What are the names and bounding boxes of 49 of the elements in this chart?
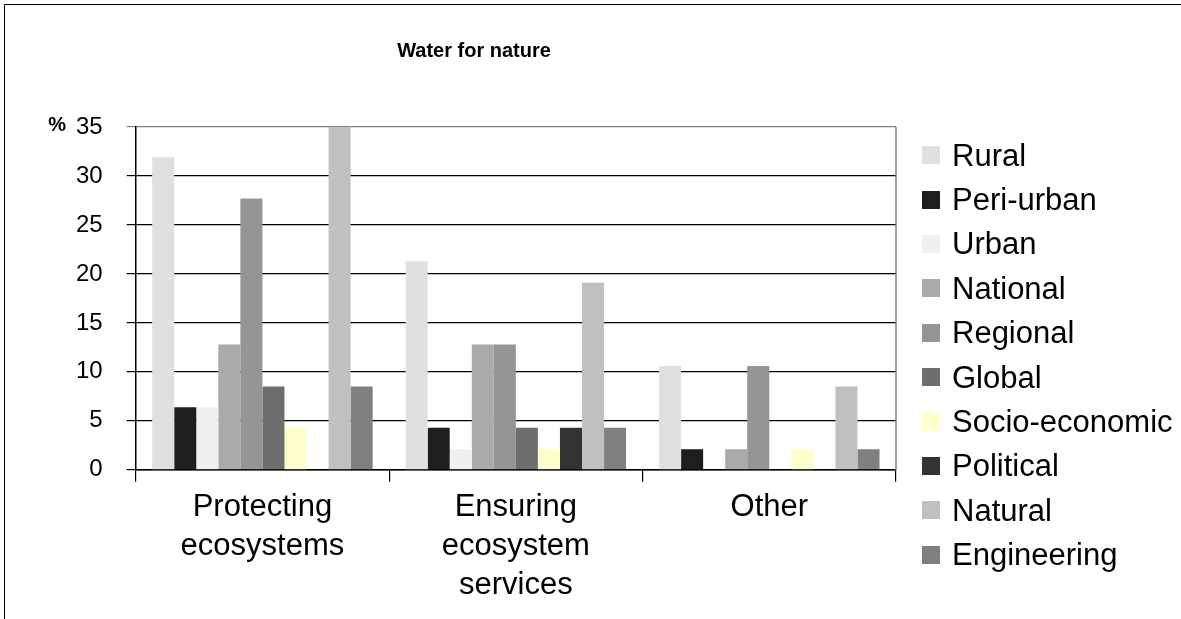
- bar: [405, 261, 428, 470]
- y-tick-label: 5: [89, 405, 103, 433]
- legend-label: Socio-economic: [952, 404, 1173, 440]
- bar: [835, 386, 858, 470]
- legend-label: Natural: [952, 492, 1052, 528]
- legend-label: Engineering: [952, 537, 1118, 573]
- y-tick-label: 20: [75, 258, 103, 286]
- legend-label: Urban: [952, 226, 1037, 262]
- bar: [604, 427, 627, 470]
- bar: [218, 344, 241, 470]
- bar: [174, 407, 197, 470]
- bar: [681, 449, 704, 470]
- bar: [262, 386, 285, 470]
- y-axis-title: %: [48, 112, 67, 135]
- bar: [284, 427, 307, 470]
- legend-label: Political: [952, 448, 1059, 484]
- bar: [515, 427, 538, 470]
- legend-label: Global: [952, 359, 1042, 395]
- bar: [240, 198, 263, 470]
- bar: [581, 282, 605, 470]
- bar: [449, 449, 472, 470]
- y-tick-label: 10: [75, 356, 103, 384]
- y-tick-label: 25: [75, 209, 103, 237]
- x-tick-label: Other: [730, 487, 809, 523]
- x-tick-label: Protecting ecosystems: [180, 487, 345, 562]
- bar: [747, 366, 770, 470]
- bar: [537, 449, 560, 470]
- y-tick-label: 35: [75, 111, 103, 139]
- bar: [659, 366, 682, 470]
- y-tick-label: 0: [89, 454, 103, 482]
- bar: [493, 344, 516, 470]
- legend-label: Peri-urban: [952, 182, 1097, 218]
- bar: [350, 386, 373, 470]
- bar: [725, 449, 748, 470]
- legend-label: National: [952, 270, 1066, 306]
- legend-label: Rural: [952, 137, 1027, 173]
- bar: [857, 449, 880, 470]
- bar: [196, 407, 219, 470]
- bar: [328, 127, 351, 470]
- bar: [471, 344, 494, 470]
- legend-label: Regional: [952, 315, 1075, 351]
- y-tick-label: 30: [75, 160, 103, 188]
- bar: [427, 427, 450, 470]
- bar: [559, 427, 582, 470]
- bar: [152, 157, 175, 470]
- chart-title: Water for nature: [397, 38, 551, 61]
- bar: [791, 449, 814, 470]
- y-tick-label: 15: [75, 307, 103, 335]
- x-tick-label: Ensuring ecosystem services: [441, 487, 590, 602]
